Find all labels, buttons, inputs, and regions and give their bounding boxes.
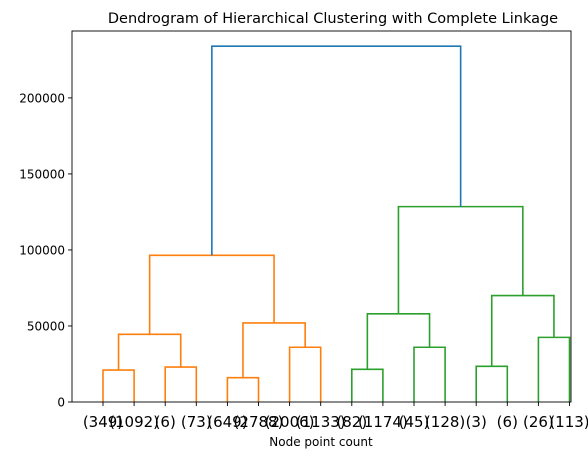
leaf-label-8: (82) [336, 413, 367, 431]
leaf-label-15: (113) [549, 413, 588, 431]
chart-title: Dendrogram of Hierarchical Clustering wi… [108, 11, 558, 27]
leaf-label-12: (3) [466, 413, 487, 431]
y-tick-label-0: 0 [57, 396, 65, 410]
dendrogram-link-1 [164, 366, 198, 402]
leaf-label-3: (73) [181, 413, 212, 431]
dendrogram-link-13 [397, 205, 524, 314]
x-axis: (349)(1092)(6) (73)(649)(2788)(2006)(1133… [83, 402, 588, 431]
leaf-label-2: (6) [155, 413, 176, 431]
y-tick-label-3: 150000 [19, 167, 65, 181]
leaf-label-11: (128) [425, 413, 465, 431]
dendrogram-links [102, 45, 571, 402]
y-tick-label-4: 200000 [19, 91, 65, 105]
y-tick-label-2: 100000 [19, 243, 65, 257]
leaf-label-9: (1174) [358, 413, 408, 431]
leaf-label-1: (1092) [109, 413, 159, 431]
y-axis: 0 50000 100000 150000 200000 [19, 91, 72, 410]
leaf-label-10: (45) [399, 413, 430, 431]
dendrogram-link-0 [102, 369, 135, 402]
leaf-label-14: (26) [523, 413, 554, 431]
dendrogram-link-14 [211, 45, 462, 256]
leaf-label-6: (2006) [265, 413, 315, 431]
leaf-label-13: (6) [497, 413, 518, 431]
dendrogram-link-6 [148, 254, 275, 335]
x-axis-label: Node point count [269, 435, 373, 449]
leaf-label-0: (349) [83, 413, 123, 431]
y-tick-label-1: 50000 [27, 319, 65, 333]
leaf-label-4: (649) [207, 413, 247, 431]
plot-frame [71, 30, 572, 403]
leaf-label-5: (2788) [234, 413, 284, 431]
leaf-label-7: (1133) [296, 413, 346, 431]
dendrogram-link-12 [490, 294, 555, 367]
